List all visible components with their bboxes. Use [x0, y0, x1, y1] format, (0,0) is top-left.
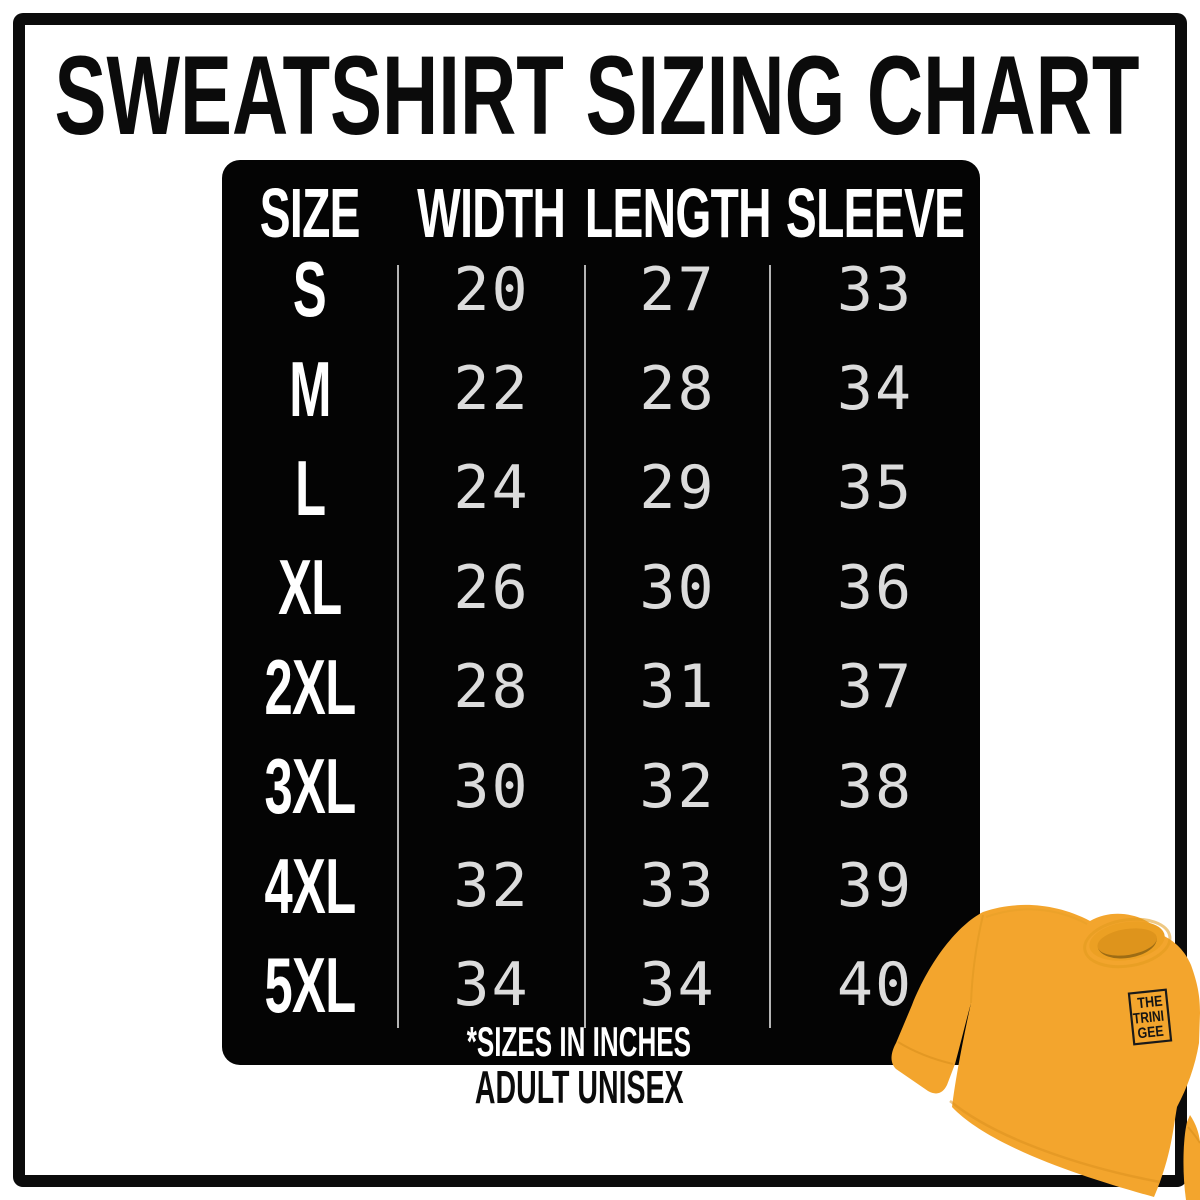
size-label: S [293, 245, 327, 334]
size-cell: 5XL [222, 936, 398, 1035]
size-label: 5XL [264, 940, 356, 1029]
size-cell: S [222, 240, 398, 339]
sizing-table-panel: SIZE WIDTH LENGTH SLEEVE S 20 27 33 M 22 28 34 L… [222, 160, 980, 1065]
sleeve-value: 36 [836, 552, 914, 623]
length-cell: 30 [585, 538, 770, 637]
width-cell: 34 [398, 936, 585, 1035]
width-value: 28 [453, 652, 530, 723]
sweatshirt-body [891, 904, 1200, 1197]
sweatshirt-product-image: THE TRINI GEE [891, 904, 1200, 1200]
length-value: 32 [639, 751, 716, 822]
width-value: 32 [453, 851, 530, 922]
page-title-text: SWEATSHIRT SIZING CHART [55, 40, 1140, 148]
units-footnote: *SIZES IN INCHES [200, 1018, 958, 1066]
width-cell: 28 [398, 638, 585, 737]
size-cell: 3XL [222, 737, 398, 836]
length-cell: 28 [585, 339, 770, 438]
size-label: L [294, 443, 326, 532]
sleeve-cell: 37 [770, 638, 980, 737]
width-cell: 20 [398, 240, 585, 339]
sleeve-value: 33 [836, 254, 914, 325]
sleeve-value: 39 [836, 851, 914, 922]
size-cell: L [222, 439, 398, 538]
column-divider [769, 265, 771, 1028]
audience-footnote-text: ADULT UNISEX [474, 1061, 684, 1113]
column-header-label: LENGTH [584, 173, 772, 252]
sleeve-value: 34 [836, 354, 914, 425]
length-value: 30 [639, 552, 716, 623]
column-header-size: SIZE [222, 160, 398, 265]
column-header-label: WIDTH [417, 173, 566, 252]
column-header-sleeve: SLEEVE [770, 160, 980, 265]
width-value: 24 [453, 453, 530, 524]
size-label: 2XL [264, 642, 356, 731]
size-label: 3XL [264, 742, 356, 831]
brand-logo-line: THE [1137, 993, 1164, 1013]
sweatshirt-right-sleeve [1183, 1115, 1200, 1200]
size-cell: 2XL [222, 638, 398, 737]
size-cell: 4XL [222, 836, 398, 935]
brand-logo-line: GEE [1137, 1023, 1165, 1043]
audience-footnote: ADULT UNISEX [200, 1060, 958, 1114]
length-cell: 29 [585, 439, 770, 538]
border-frame [13, 13, 1187, 1187]
sleeve-cell: 35 [770, 439, 980, 538]
length-value: 28 [639, 354, 716, 425]
sweatshirt-collar [1083, 917, 1172, 969]
sleeve-cell: 40 [770, 936, 980, 1035]
sleeve-cell: 33 [770, 240, 980, 339]
width-value: 20 [453, 254, 530, 325]
size-cell: XL [222, 538, 398, 637]
width-cell: 24 [398, 439, 585, 538]
width-value: 22 [453, 354, 530, 425]
length-value: 34 [639, 950, 716, 1021]
units-footnote-text: *SIZES IN INCHES [466, 1018, 692, 1065]
width-value: 34 [453, 950, 530, 1021]
sleeve-cell: 39 [770, 836, 980, 935]
sleeve-value: 37 [836, 652, 914, 723]
column-header-label: SLEEVE [785, 173, 965, 252]
column-divider [584, 265, 586, 1028]
size-label: XL [278, 543, 342, 632]
sleeve-cell: 34 [770, 339, 980, 438]
length-value: 29 [639, 453, 716, 524]
column-header-length: LENGTH [584, 160, 772, 265]
size-label: M [289, 344, 331, 433]
column-header-width: WIDTH [398, 160, 585, 265]
length-value: 33 [639, 851, 716, 922]
brand-logo-box [1127, 988, 1173, 1046]
width-cell: 30 [398, 737, 585, 836]
table-header-row: SIZE WIDTH LENGTH SLEEVE [222, 160, 980, 265]
brand-logo: THE TRINI GEE [1127, 988, 1173, 1046]
column-divider [397, 265, 399, 1028]
sleeve-cell: 38 [770, 737, 980, 836]
length-value: 31 [639, 652, 716, 723]
size-cell: M [222, 339, 398, 438]
length-cell: 32 [585, 737, 770, 836]
length-cell: 31 [585, 638, 770, 737]
length-value: 27 [639, 254, 716, 325]
width-cell: 22 [398, 339, 585, 438]
sleeve-value: 35 [836, 453, 914, 524]
width-cell: 32 [398, 836, 585, 935]
length-cell: 34 [585, 936, 770, 1035]
width-cell: 26 [398, 538, 585, 637]
page-title: SWEATSHIRT SIZING CHART [55, 33, 1145, 158]
length-cell: 27 [585, 240, 770, 339]
sleeve-value: 38 [836, 751, 914, 822]
sleeve-value: 40 [836, 950, 914, 1021]
table-body: S 20 27 33 M 22 28 34 L 24 29 35 XL 26 30 36 2XL 28 31 37 3X… [222, 240, 980, 1035]
column-header-label: SIZE [259, 173, 361, 252]
size-label: 4XL [264, 841, 356, 930]
width-value: 30 [453, 751, 530, 822]
length-cell: 33 [585, 836, 770, 935]
width-value: 26 [453, 552, 530, 623]
brand-logo-line: TRINI [1132, 1008, 1165, 1028]
sleeve-cell: 36 [770, 538, 980, 637]
